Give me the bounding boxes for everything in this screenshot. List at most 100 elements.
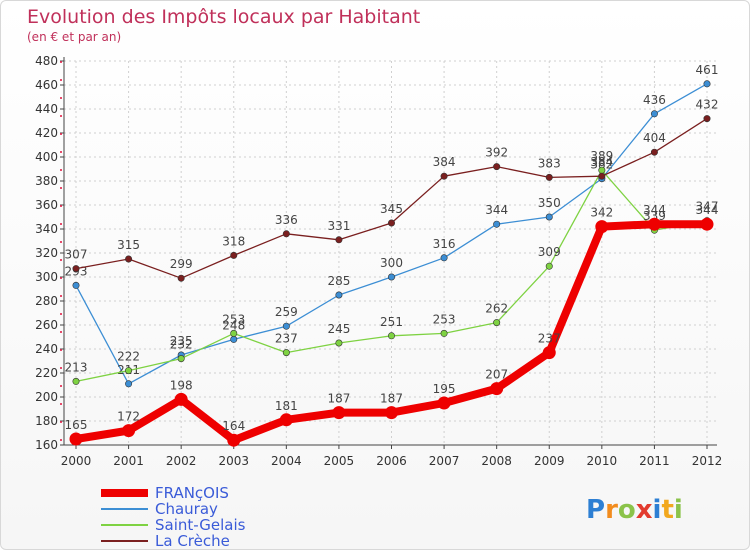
- data-point: [703, 115, 711, 123]
- data-point: [493, 220, 501, 228]
- data-point: [335, 236, 343, 244]
- logo-letter: t: [661, 495, 673, 525]
- data-point: [647, 217, 661, 231]
- data-label: 316: [433, 237, 456, 251]
- x-tick-label: 2004: [271, 454, 302, 468]
- data-label: 345: [380, 202, 403, 216]
- data-point: [177, 274, 185, 282]
- data-point: [332, 406, 346, 420]
- data-point: [440, 172, 448, 180]
- data-label: 195: [433, 382, 456, 396]
- data-label: 253: [222, 312, 245, 326]
- y-tick-label: 340: [35, 222, 58, 236]
- y-tick-label: 300: [35, 270, 58, 284]
- data-label: 253: [433, 312, 456, 326]
- data-label: 262: [485, 302, 508, 316]
- data-point: [493, 163, 501, 171]
- y-tick-label: 240: [35, 342, 58, 356]
- logo-letter: i: [653, 495, 662, 525]
- data-label: 344: [696, 203, 719, 217]
- data-label: 347: [696, 200, 719, 214]
- data-label: 259: [275, 305, 298, 319]
- data-point: [227, 433, 241, 447]
- legend-label: Saint-Gelais: [155, 516, 246, 534]
- data-label: 404: [643, 131, 666, 145]
- data-point: [542, 346, 556, 360]
- data-label: 245: [327, 322, 350, 336]
- data-point: [279, 413, 293, 427]
- data-point: [125, 255, 133, 263]
- data-point: [282, 349, 290, 357]
- x-tick-label: 2005: [324, 454, 355, 468]
- x-tick-label: 2006: [376, 454, 407, 468]
- logo-letter: r: [605, 495, 618, 525]
- data-label: 384: [433, 155, 456, 169]
- logo-letter: P: [586, 495, 605, 525]
- data-label: 389: [590, 149, 613, 163]
- data-label: 207: [485, 368, 508, 382]
- data-point: [230, 251, 238, 259]
- data-label: 248: [222, 318, 245, 332]
- x-tick-label: 2001: [113, 454, 144, 468]
- data-point: [493, 319, 501, 327]
- data-label: 384: [590, 155, 613, 169]
- x-tick-label: 2009: [534, 454, 565, 468]
- data-label: 461: [696, 63, 719, 77]
- data-label: 392: [485, 146, 508, 160]
- data-label: 432: [696, 98, 719, 112]
- data-label: 237: [538, 332, 561, 346]
- logo-letter: o: [618, 495, 636, 525]
- data-point: [335, 291, 343, 299]
- data-point: [545, 262, 553, 270]
- y-tick-label: 360: [35, 198, 58, 212]
- axes: [60, 57, 717, 449]
- data-label: 232: [170, 338, 193, 352]
- data-label: 309: [538, 245, 561, 259]
- data-point: [387, 332, 395, 340]
- data-point: [650, 148, 658, 156]
- data-point: [282, 230, 290, 238]
- gridlines: [64, 60, 717, 446]
- data-point: [440, 329, 448, 337]
- legend-label: La Crèche: [155, 532, 230, 550]
- data-point: [385, 406, 398, 420]
- logo-letter: x: [636, 495, 653, 525]
- y-tick-label: 460: [35, 78, 58, 92]
- data-label: 235: [170, 334, 193, 348]
- y-tick-label: 400: [35, 150, 58, 164]
- data-point: [387, 219, 395, 227]
- y-tick-labels: 160 180 200 220 240 260 280 300 320 340 360 380 400 4…: [35, 54, 58, 452]
- data-point: [177, 355, 185, 363]
- data-label: 222: [117, 350, 140, 364]
- series-saint-gelais: 213 222 232 253 237 245 251 253 262 309 389 339 347: [65, 149, 719, 385]
- proxiti-logo: Proxiti: [586, 495, 683, 525]
- data-label: 331: [327, 219, 350, 233]
- y-tick-label: 320: [35, 246, 58, 260]
- data-label: 436: [643, 93, 666, 107]
- chart-subtitle: (en € et par an): [27, 30, 121, 44]
- x-tick-label: 2000: [61, 454, 92, 468]
- data-label: 187: [327, 392, 350, 406]
- data-point: [335, 339, 343, 347]
- x-tick-labels: 2000 2001 2002 2003 2004 2005 2006 2007 2008 2009…: [61, 454, 723, 468]
- series-group: 2932112352482592853003163443503824364612…: [65, 63, 719, 447]
- data-point: [125, 380, 133, 388]
- data-label: 339: [643, 209, 666, 223]
- data-label: 198: [170, 378, 193, 392]
- data-label: 300: [380, 256, 403, 270]
- y-tick-label: 420: [35, 126, 58, 140]
- series-fran-ois: 165 172 198 164 181 187 187 195 207 237 342 344 344: [65, 203, 719, 447]
- data-point: [700, 217, 714, 231]
- legend-label: Chauray: [155, 500, 218, 518]
- data-label: 383: [538, 156, 561, 170]
- x-tick-label: 2010: [587, 454, 618, 468]
- y-tick-label: 440: [35, 102, 58, 116]
- data-point: [230, 335, 238, 343]
- y-tick-label: 380: [35, 174, 58, 188]
- data-point: [703, 80, 711, 88]
- data-point: [72, 265, 80, 273]
- data-point: [69, 432, 83, 446]
